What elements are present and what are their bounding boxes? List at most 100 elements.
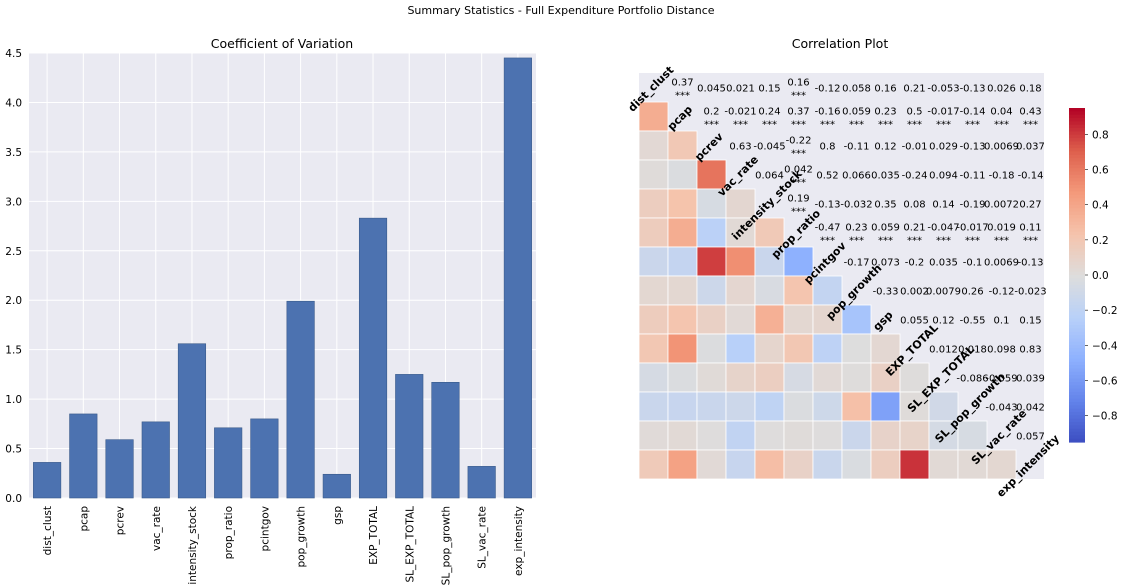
colorbar-segment: [1069, 264, 1085, 269]
heatmap-cell: [899, 449, 930, 480]
colorbar-segment: [1069, 438, 1085, 443]
colorbar-segment: [1069, 234, 1085, 239]
colorbar-segment: [1069, 128, 1085, 132]
heatmap-cell: [928, 420, 959, 451]
heatmap-value-label: -0.053: [927, 84, 959, 95]
heatmap-value-label: 0.14: [932, 200, 954, 211]
heatmap-significance-label: ***: [820, 120, 835, 131]
colorbar-segment: [1069, 318, 1085, 323]
heatmap-cell: [696, 420, 727, 451]
heatmap-value-label: 0.08: [903, 200, 925, 211]
heatmap-cell: [783, 449, 814, 480]
heatmap-value-label: -0.045: [753, 142, 785, 153]
heatmap-value-label: 0.23: [874, 107, 896, 118]
heatmap-cell: [754, 420, 785, 451]
heatmap-title: Correlation Plot: [792, 36, 889, 51]
colorbar-segment: [1069, 311, 1085, 316]
heatmap-cell: [667, 130, 698, 161]
colorbar-segment: [1069, 275, 1085, 279]
heatmap-cell: [638, 101, 669, 132]
heatmap-value-label: 0.15: [1019, 316, 1041, 327]
heatmap-cell: [667, 246, 698, 277]
heatmap-value-label: -0.13: [960, 84, 986, 95]
heatmap-significance-label: ***: [907, 120, 922, 131]
bar-gsp: [322, 473, 351, 499]
heatmap-value-label: 0.037: [1016, 142, 1045, 153]
bar-xtick-label: vac_rate: [151, 506, 163, 551]
colorbar-segment: [1069, 141, 1085, 146]
colorbar-segment: [1069, 431, 1085, 436]
colorbar-segment: [1069, 114, 1085, 119]
heatmap-cell: [841, 420, 872, 451]
heatmap-value-label: 0.012: [929, 345, 958, 356]
colorbar-segment: [1069, 408, 1085, 413]
colorbar-segment: [1069, 328, 1085, 333]
heatmap-cell: [928, 449, 959, 480]
heatmap-value-label: -0.55: [960, 316, 986, 327]
heatmap-value-label: 0.12: [932, 316, 954, 327]
colorbar-segment: [1069, 365, 1085, 370]
heatmap-value-label: 0.035: [929, 258, 958, 269]
heatmap-cell: [812, 333, 843, 364]
colorbar-segment: [1069, 231, 1085, 236]
heatmap-cell: [870, 420, 901, 451]
heatmap-value-label: -0.13: [815, 200, 841, 211]
heatmap-value-label: -0.2: [905, 258, 925, 269]
heatmap-value-label: 0.21: [903, 223, 925, 234]
heatmap-value-label: 0.0079: [926, 287, 961, 298]
colorbar-segment: [1069, 381, 1085, 386]
colorbar-segment: [1069, 298, 1085, 303]
heatmap-cell: [667, 449, 698, 480]
heatmap-cell: [812, 420, 843, 451]
colorbar-segment: [1069, 154, 1085, 159]
heatmap-significance-label: ***: [936, 120, 951, 131]
heatmap-cell: [812, 304, 843, 335]
heatmap-value-label: 0.055: [900, 316, 929, 327]
colorbar-segment: [1069, 261, 1085, 266]
bar-SL_EXP_TOTAL: [395, 374, 424, 499]
heatmap-value-label: 0.0069: [984, 142, 1019, 153]
colorbar-segment: [1069, 378, 1085, 383]
heatmap-cell: [812, 275, 843, 306]
bar-xtick-label: SL_EXP_TOTAL: [404, 506, 416, 583]
heatmap-cell: [957, 449, 988, 480]
bar-ytick-label: 0.0: [5, 493, 22, 505]
heatmap-cell: [899, 420, 930, 451]
bar-chart: Coefficient of Variation 0.0 0.5 1.0 1.5 2.0…: [5, 36, 536, 585]
colorbar-segment: [1069, 191, 1085, 196]
bar-dist_clust: [33, 462, 62, 499]
heatmap-significance-label: ***: [994, 120, 1009, 131]
colorbar-segment: [1069, 178, 1085, 183]
heatmap-value-label: 0.37: [787, 107, 809, 118]
heatmap-value-label: 0.042: [784, 165, 813, 176]
bar-ytick-label: 1.5: [5, 345, 22, 357]
colorbar-segment: [1069, 244, 1085, 249]
colorbar-segment: [1069, 351, 1085, 356]
colorbar-tick-label: 0.2: [1092, 235, 1109, 247]
heatmap-cell: [870, 333, 901, 364]
heatmap-cell: [725, 420, 756, 451]
heatmap-significance-label: ***: [936, 236, 951, 247]
heatmap-cell: [841, 362, 872, 393]
colorbar-segment: [1069, 268, 1085, 273]
heatmap-cell: [928, 391, 959, 422]
colorbar-segment: [1069, 371, 1085, 376]
bar-exp_intensity: [503, 57, 532, 499]
heatmap-cell: [725, 275, 756, 306]
bar-ytick-label: 0.5: [5, 444, 22, 456]
colorbar-segment: [1069, 108, 1085, 112]
heatmap-value-label: 0.23: [845, 223, 867, 234]
colorbar-tick-label: 0.0: [1092, 270, 1109, 282]
heatmap-cell: [754, 304, 785, 335]
colorbar-segment: [1069, 271, 1085, 276]
colorbar-segment: [1069, 194, 1085, 199]
heatmap-value-label: -0.023: [1014, 287, 1046, 298]
heatmap-significance-label: ***: [907, 236, 922, 247]
colorbar-segment: [1069, 138, 1085, 142]
heatmap-significance-label: ***: [849, 236, 864, 247]
colorbar-segment: [1069, 418, 1085, 423]
bar-ytick-label: 3.5: [5, 147, 22, 159]
colorbar-segment: [1069, 204, 1085, 209]
heatmap-cell: [696, 159, 727, 190]
